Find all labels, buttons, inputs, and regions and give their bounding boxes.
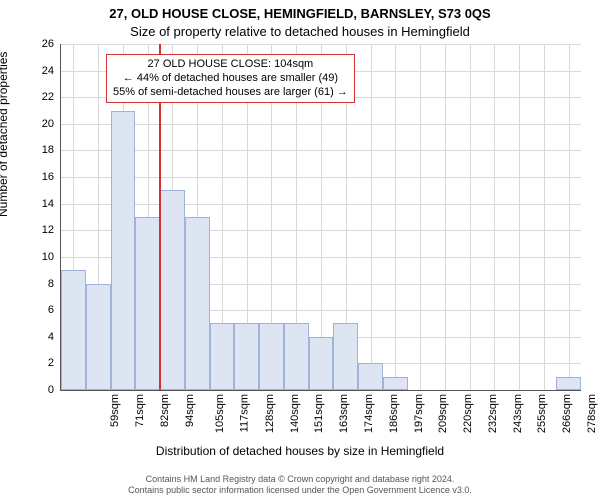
gridline-v: [445, 44, 446, 390]
x-axis-label: Distribution of detached houses by size …: [0, 444, 600, 458]
chart-title-address: 27, OLD HOUSE CLOSE, HEMINGFIELD, BARNSL…: [0, 6, 600, 21]
histogram-bar: [383, 377, 408, 390]
histogram-bar: [333, 323, 358, 390]
x-tick-label: 105sqm: [215, 394, 227, 433]
gridline-v: [519, 44, 520, 390]
x-tick-label: 255sqm: [536, 394, 548, 433]
x-tick-label: 266sqm: [561, 394, 573, 433]
chart-subtitle: Size of property relative to detached ho…: [0, 24, 600, 39]
y-tick-label: 8: [4, 278, 54, 290]
x-tick-label: 220sqm: [462, 394, 474, 433]
x-tick-label: 232sqm: [487, 394, 499, 433]
x-tick-label: 174sqm: [363, 394, 375, 433]
histogram-bar: [185, 217, 210, 390]
histogram-bar: [86, 284, 111, 390]
histogram-bar: [556, 377, 581, 390]
x-tick-label: 94sqm: [184, 394, 196, 427]
y-tick-label: 26: [4, 38, 54, 50]
y-tick-label: 12: [4, 224, 54, 236]
gridline-v: [371, 44, 372, 390]
y-tick-label: 22: [4, 91, 54, 103]
y-tick-label: 10: [4, 251, 54, 263]
annotation-box: 27 OLD HOUSE CLOSE: 104sqm ← 44% of detac…: [106, 54, 355, 103]
y-tick-label: 16: [4, 171, 54, 183]
y-tick-label: 20: [4, 118, 54, 130]
histogram-bar: [234, 323, 259, 390]
gridline-v: [544, 44, 545, 390]
attribution-text: Contains HM Land Registry data © Crown c…: [0, 474, 600, 500]
histogram-bar: [61, 270, 86, 390]
y-tick-label: 2: [4, 357, 54, 369]
annotation-line2: ← 44% of detached houses are smaller (49…: [123, 72, 338, 84]
histogram-bar: [284, 323, 309, 390]
x-tick-label: 197sqm: [413, 394, 425, 433]
annotation-line3: 55% of semi-detached houses are larger (…: [113, 86, 348, 98]
gridline-v: [494, 44, 495, 390]
y-tick-label: 18: [4, 144, 54, 156]
gridline-v: [395, 44, 396, 390]
y-tick-label: 4: [4, 331, 54, 343]
annotation-line1: 27 OLD HOUSE CLOSE: 104sqm: [148, 58, 314, 70]
histogram-bar: [309, 337, 334, 390]
chart-container: 27, OLD HOUSE CLOSE, HEMINGFIELD, BARNSL…: [0, 0, 600, 500]
x-tick-label: 71sqm: [134, 394, 146, 427]
attribution-line1: Contains HM Land Registry data © Crown c…: [146, 474, 455, 484]
histogram-bar: [210, 323, 235, 390]
histogram-bar: [358, 363, 383, 390]
x-tick-label: 186sqm: [388, 394, 400, 433]
histogram-bar: [160, 190, 185, 390]
y-tick-label: 14: [4, 198, 54, 210]
gridline-v: [420, 44, 421, 390]
x-tick-label: 209sqm: [437, 394, 449, 433]
histogram-bar: [111, 111, 136, 390]
x-tick-label: 117sqm: [239, 394, 251, 432]
attribution-line2: Contains public sector information licen…: [128, 485, 472, 495]
x-tick-label: 278sqm: [586, 394, 598, 433]
x-tick-label: 140sqm: [289, 394, 301, 433]
x-tick-label: 243sqm: [512, 394, 524, 433]
x-tick-label: 59sqm: [109, 394, 121, 427]
gridline-v: [569, 44, 570, 390]
histogram-bar: [259, 323, 284, 390]
x-tick-label: 82sqm: [159, 394, 171, 427]
y-tick-label: 6: [4, 304, 54, 316]
gridline-v: [470, 44, 471, 390]
y-tick-label: 24: [4, 65, 54, 77]
y-tick-label: 0: [4, 384, 54, 396]
x-tick-label: 163sqm: [338, 394, 350, 433]
x-tick-label: 151sqm: [314, 394, 326, 433]
x-tick-label: 128sqm: [264, 394, 276, 433]
histogram-bar: [135, 217, 160, 390]
